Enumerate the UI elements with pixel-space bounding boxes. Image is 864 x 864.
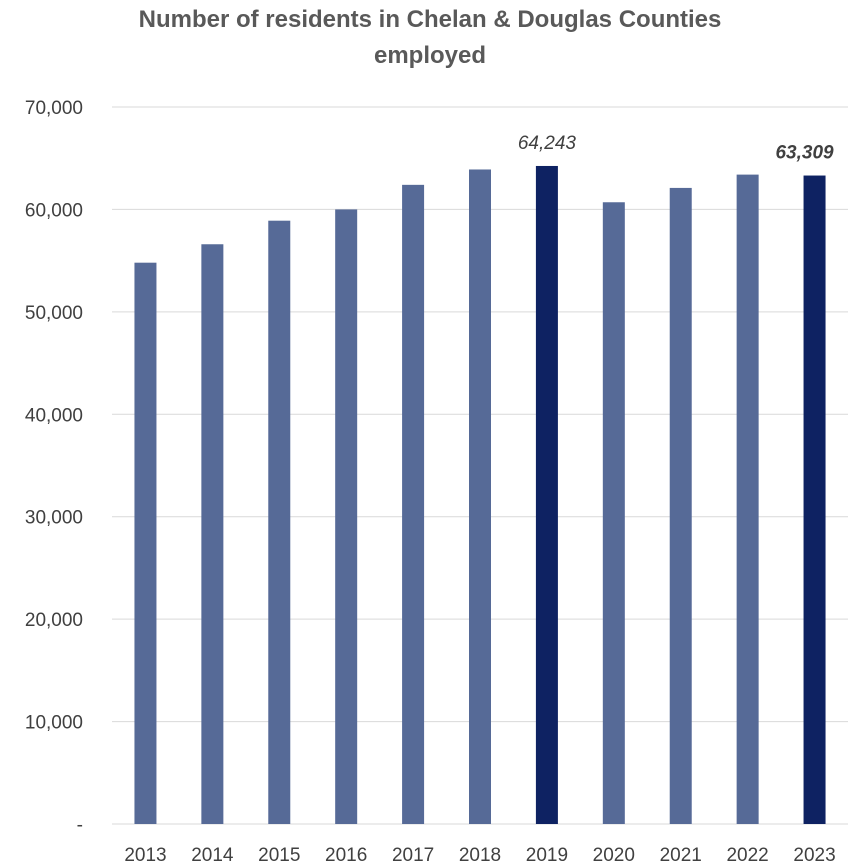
bar [134, 262, 157, 825]
data-label: 64,243 [518, 133, 577, 154]
y-tick-label: 40,000 [25, 405, 83, 426]
data-label: 63,309 [775, 143, 834, 164]
bar [669, 187, 692, 824]
y-tick-label: 50,000 [25, 303, 83, 324]
y-tick-label: 30,000 [25, 508, 83, 529]
y-tick-label: 10,000 [25, 713, 83, 734]
y-tick-label: 60,000 [25, 200, 83, 221]
bar [803, 175, 826, 824]
x-tick-label: 2015 [258, 845, 300, 864]
x-tick-label: 2022 [726, 845, 768, 864]
bar [736, 174, 759, 825]
y-tick-label: 70,000 [25, 98, 83, 119]
x-tick-label: 2014 [191, 845, 234, 864]
chart-title-line-2: employed [373, 42, 487, 69]
y-tick-label: - [77, 815, 83, 836]
bar [335, 209, 358, 824]
x-tick-label: 2020 [593, 845, 635, 864]
x-tick-label: 2021 [660, 845, 702, 864]
bar [469, 169, 491, 824]
chart-title-line-1: Number of residents in Chelan & Douglas … [138, 6, 722, 33]
bar [535, 165, 558, 824]
x-tick-label: 2019 [526, 845, 568, 864]
bar [268, 220, 291, 825]
x-tick-label: 2023 [793, 845, 835, 864]
chart-title: Number of residents in Chelan & Douglas … [60, 2, 800, 74]
x-tick-label: 2013 [124, 845, 166, 864]
y-tick-label: 20,000 [25, 610, 83, 631]
x-tick-label: 2017 [392, 845, 434, 864]
bar [402, 184, 425, 825]
bar [602, 202, 625, 825]
x-tick-label: 2016 [325, 845, 367, 864]
bar [201, 244, 224, 825]
x-tick-label: 2018 [459, 845, 501, 864]
